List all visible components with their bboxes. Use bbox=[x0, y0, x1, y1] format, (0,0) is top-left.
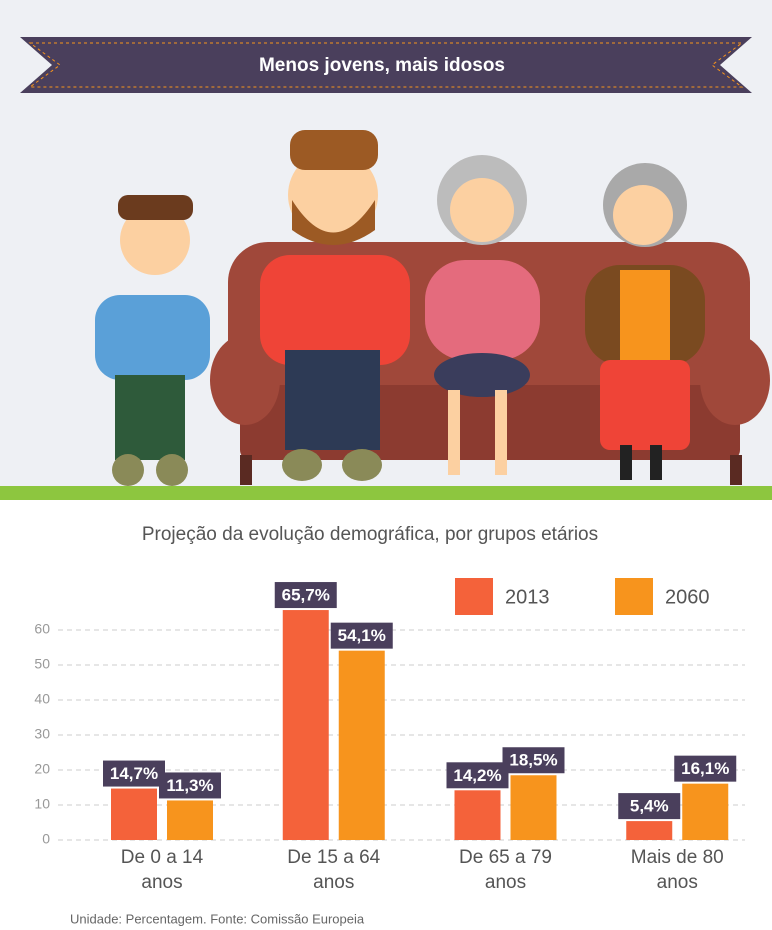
x-tick-label: De 65 a 79 anos bbox=[459, 847, 552, 893]
value-label: 54,1% bbox=[338, 626, 386, 645]
banner-title: Menos jovens, mais idosos bbox=[259, 55, 505, 76]
value-label-bg bbox=[330, 622, 393, 649]
y-tick-label: 30 bbox=[34, 726, 50, 742]
bar bbox=[682, 783, 729, 840]
y-tick-label: 40 bbox=[34, 691, 50, 707]
bar bbox=[167, 800, 213, 840]
value-label-bg bbox=[502, 747, 565, 774]
y-tick-label: 50 bbox=[34, 656, 50, 672]
value-label: 18,5% bbox=[509, 751, 557, 770]
great-grandmother bbox=[585, 163, 705, 480]
x-tick-label: De 0 a 14 anos bbox=[120, 847, 204, 893]
y-tick-label: 20 bbox=[34, 761, 50, 777]
source: Unidade: Percentagem. Fonte: Comissão Eu… bbox=[70, 911, 365, 926]
chart-title: Projeção da evolução demográfica, por gr… bbox=[142, 524, 598, 545]
value-label-bg bbox=[159, 772, 221, 799]
legend-label: 2060 bbox=[665, 586, 710, 608]
value-label-bg bbox=[274, 582, 337, 609]
bar bbox=[338, 650, 385, 840]
value-label: 5,4% bbox=[630, 797, 669, 816]
legend-swatch bbox=[615, 578, 653, 615]
bar bbox=[111, 788, 157, 840]
ground bbox=[0, 486, 772, 500]
grandmother bbox=[425, 155, 540, 475]
value-label: 11,3% bbox=[166, 776, 213, 795]
value-label: 65,7% bbox=[282, 586, 330, 605]
legend-label: 2013 bbox=[505, 586, 550, 608]
x-tick-label: Mais de 80 anos bbox=[630, 847, 724, 893]
x-tick-label: De 15 a 64 anos bbox=[287, 847, 381, 893]
boy bbox=[95, 195, 210, 486]
value-label: 14,7% bbox=[110, 764, 158, 783]
y-tick-label: 10 bbox=[34, 796, 50, 812]
bar bbox=[626, 821, 673, 840]
y-tick-label: 0 bbox=[42, 831, 50, 847]
value-label-bg bbox=[446, 762, 509, 789]
bar bbox=[282, 610, 329, 840]
value-label-bg bbox=[674, 755, 737, 782]
ribbon-stitch bbox=[28, 42, 744, 88]
value-label-bg bbox=[103, 760, 165, 787]
bar bbox=[454, 790, 501, 840]
man bbox=[260, 130, 410, 481]
y-tick-label: 60 bbox=[34, 621, 50, 637]
value-label: 16,1% bbox=[681, 759, 729, 778]
bar bbox=[510, 775, 557, 840]
value-label: 14,2% bbox=[453, 766, 501, 785]
ribbon bbox=[20, 37, 752, 93]
legend-swatch bbox=[455, 578, 493, 615]
value-label-bg bbox=[618, 793, 681, 820]
